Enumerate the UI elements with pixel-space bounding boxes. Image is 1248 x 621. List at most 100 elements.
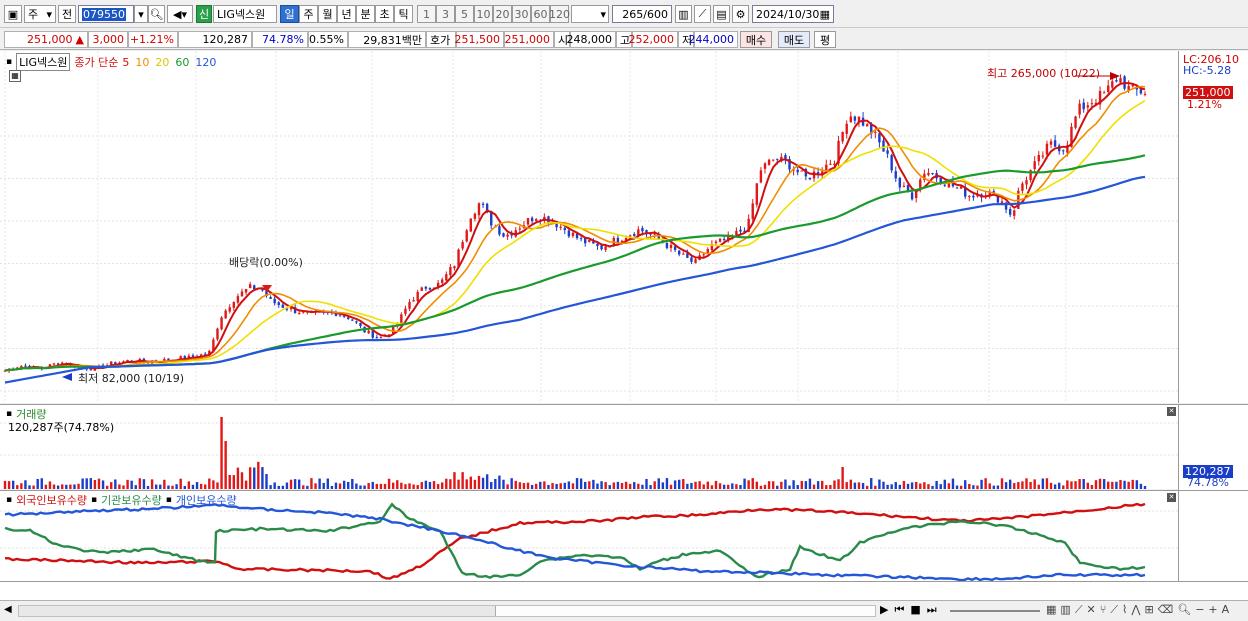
volume-bar — [261, 467, 264, 489]
volume-bar — [142, 479, 146, 489]
tab-minute-1[interactable]: 1 — [417, 5, 436, 23]
tab-minute-3[interactable]: 3 — [436, 5, 455, 23]
volume-bar — [1029, 481, 1032, 489]
tab-period-2[interactable]: 월 — [318, 5, 337, 23]
save-icon[interactable]: ▤ — [713, 5, 730, 23]
eraser-icon[interactable]: ⌫ — [1157, 603, 1174, 616]
window-menu-icon[interactable]: ▣ — [4, 5, 22, 23]
chart-icon[interactable]: ▥ — [1060, 603, 1071, 616]
play-icon[interactable]: ▶ — [880, 603, 889, 616]
buy-button[interactable]: 매수 — [740, 31, 772, 48]
balance-button[interactable]: 평 — [814, 31, 836, 48]
calendar-icon[interactable]: ▦ — [819, 7, 830, 21]
volume-bar — [240, 472, 244, 489]
legend-ma-10[interactable]: 10 — [135, 55, 150, 69]
tab-period-4[interactable]: 분 — [356, 5, 375, 23]
scroll-thumb[interactable] — [495, 606, 875, 616]
pattern-tool-icon[interactable]: ⋀ — [1131, 603, 1141, 616]
volume-pane[interactable]: 120,287 74.78% ▪ 거래량 120,287주(74.78%) ✕ — [0, 404, 1248, 490]
stock-name-field[interactable]: LIG넥스원 — [213, 5, 277, 23]
ma-line-120 — [4, 175, 1146, 384]
legend-stock-name[interactable]: LIG넥스원 — [16, 53, 71, 71]
candle-body — [473, 213, 477, 219]
tab-period-1[interactable]: 주 — [299, 5, 318, 23]
volume-bar — [281, 485, 285, 489]
candle-body — [1119, 78, 1122, 83]
grid-icon[interactable]: ▦ — [1046, 603, 1057, 616]
trend-tool-icon[interactable]: ⟋ — [1110, 603, 1119, 616]
volume-bar — [199, 483, 203, 489]
volume-bar — [514, 480, 517, 489]
legend-ma-120[interactable]: 120 — [195, 55, 217, 69]
holding-legend-item[interactable]: 기관보유수량 — [101, 494, 162, 507]
market-type-select[interactable]: 주 ▾ — [24, 5, 56, 23]
volume-axis: 120,287 74.78% — [1178, 405, 1248, 490]
tab-minute-120[interactable]: 120 — [549, 5, 570, 23]
scroll-left-icon[interactable]: ◀ — [4, 604, 12, 615]
volume-bar — [898, 484, 902, 489]
volume-bar — [1033, 479, 1036, 489]
code-dropdown-icon[interactable]: ▾ — [134, 5, 148, 23]
tab-period-0[interactable]: 일 — [280, 5, 299, 23]
price-pane[interactable]: LC:206.10 HC:-5.28 251,000 1.21% ▪ LIG넥스… — [0, 51, 1248, 403]
volume-bar — [212, 480, 215, 489]
volume-bar — [195, 482, 199, 489]
close-icon[interactable]: ✕ — [1167, 407, 1176, 416]
fork-tool-icon[interactable]: ⑂ — [1099, 603, 1107, 616]
tab-period-6[interactable]: 틱 — [394, 5, 413, 23]
volume-bar — [951, 478, 955, 489]
date-input[interactable]: 2024/10/30 ▦ — [752, 5, 834, 23]
price-chart[interactable] — [0, 51, 1178, 403]
sell-button[interactable]: 매도 — [778, 31, 810, 48]
tab-minute-20[interactable]: 20 — [493, 5, 512, 23]
rewind-icon[interactable]: ⏮ — [894, 603, 905, 616]
horizontal-scrollbar[interactable] — [18, 605, 876, 617]
fib-tool-icon[interactable]: ⊞ — [1144, 603, 1154, 616]
zoom-search-icon[interactable]: 🔍︎ — [1177, 603, 1192, 616]
line-tool-icon[interactable]: ⟋ — [1074, 603, 1083, 616]
volume-bar — [988, 483, 991, 489]
tab-period-3[interactable]: 년 — [337, 5, 356, 23]
minute-custom-select[interactable]: ▾ — [571, 5, 609, 23]
holding-pane[interactable]: ▪ 외국인보유수량 ▪ 기관보유수량 ▪ 개인보유수량 ✕ — [0, 490, 1248, 582]
legend-ma-20[interactable]: 20 — [155, 55, 170, 69]
gear-icon[interactable]: ⚙ — [732, 5, 749, 23]
volume-bar — [383, 483, 387, 489]
volume-bar — [714, 480, 718, 489]
volume-bar — [110, 482, 113, 489]
speaker-icon[interactable]: ◀▾ — [167, 5, 193, 23]
search-icon[interactable]: 🔍︎ — [148, 5, 165, 23]
zoom-slider[interactable] — [950, 610, 1040, 612]
stop-icon[interactable]: ■ — [910, 603, 921, 616]
legend-ma-5[interactable]: 5 — [122, 55, 130, 69]
forward-icon[interactable]: ⏭ — [926, 603, 937, 616]
prev-button[interactable]: 전 — [58, 5, 76, 23]
candle-type-icon[interactable]: ▥ — [675, 5, 692, 23]
data-count-input[interactable]: 265/600 — [612, 5, 672, 23]
volume-bar — [821, 480, 824, 489]
legend-ma-60[interactable]: 60 — [175, 55, 190, 69]
zoom-out-icon[interactable]: − — [1195, 603, 1205, 616]
holding-legend-item[interactable]: 외국인보유수량 — [16, 494, 87, 507]
cross-tool-icon[interactable]: ✕ — [1086, 603, 1096, 616]
candle-body — [1115, 80, 1118, 82]
holding-chart[interactable] — [0, 491, 1178, 582]
tab-minute-60[interactable]: 60 — [531, 5, 550, 23]
zoom-in-icon[interactable]: + — [1208, 603, 1218, 616]
holding-legend-item[interactable]: 개인보유수량 — [175, 494, 237, 507]
font-size-icon[interactable]: A — [1221, 603, 1230, 616]
stock-code-input[interactable]: 079550 — [78, 5, 134, 23]
tab-period-5[interactable]: 초 — [375, 5, 394, 23]
legend-ma-label: 종가 단순 — [74, 56, 119, 69]
volume-bar — [959, 485, 963, 489]
ray-tool-icon[interactable]: ⌇ — [1122, 603, 1128, 616]
foreign-holding-line — [4, 502, 1146, 580]
close-icon[interactable]: ✕ — [1167, 493, 1176, 502]
volume-chart[interactable] — [0, 405, 1178, 490]
volume-bar — [984, 478, 987, 489]
tab-minute-10[interactable]: 10 — [474, 5, 493, 23]
table-toggle-icon[interactable]: ▦ — [9, 70, 21, 82]
indicator-icon[interactable]: ⟋ — [694, 5, 711, 23]
tab-minute-30[interactable]: 30 — [512, 5, 531, 23]
tab-minute-5[interactable]: 5 — [455, 5, 474, 23]
